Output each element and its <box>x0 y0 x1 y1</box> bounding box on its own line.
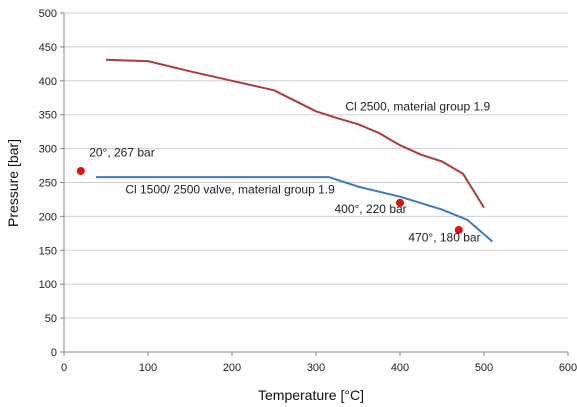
y-tick-label: 150 <box>39 245 57 257</box>
y-tick-label: 0 <box>51 347 57 359</box>
x-axis-title: Temperature [°C] <box>258 387 364 403</box>
x-tick-label: 400 <box>391 362 409 374</box>
annotations: Cl 2500, material group 1.9 20°, 267 bar C… <box>89 100 490 245</box>
annotation-label: 400°, 220 bar <box>334 202 406 216</box>
annotation-label: 470°, 180 bar <box>408 230 480 244</box>
series-lines <box>95 58 494 243</box>
data-point-marker <box>454 225 463 234</box>
x-tick-label: 100 <box>139 362 157 374</box>
y-tick-label: 300 <box>39 144 57 156</box>
series-line-2 <box>95 176 494 243</box>
y-tick-label: 200 <box>39 211 57 223</box>
y-tick-label: 500 <box>39 8 57 20</box>
x-tick-label: 600 <box>559 362 577 374</box>
grid-lines <box>64 12 568 319</box>
axes: 0 50 100 150 200 250 300 350 400 450 500 0 100 200 300… <box>39 8 577 374</box>
x-tick-label: 300 <box>307 362 325 374</box>
y-tick-label: 450 <box>39 42 57 54</box>
data-point-marker <box>396 198 404 207</box>
annotation-label: Cl 2500, material group 1.9 <box>345 100 490 114</box>
y-tick-label: 400 <box>39 76 57 88</box>
series-line-1 <box>105 58 485 209</box>
data-markers <box>76 166 463 234</box>
y-tick-label: 350 <box>39 110 57 122</box>
annotation-label: Cl 1500/ 2500 valve, material group 1.9 <box>125 182 335 196</box>
y-tick-label: 50 <box>45 313 57 325</box>
x-tick-label: 0 <box>61 362 67 374</box>
x-tick-label: 200 <box>223 362 241 374</box>
y-tick-label: 100 <box>39 279 57 291</box>
annotation-label: 20°, 267 bar <box>89 146 155 160</box>
x-tick-label: 500 <box>475 362 493 374</box>
data-point-marker <box>76 166 85 175</box>
y-axis-title: Pressure [bar] <box>5 139 21 227</box>
y-tick-label: 250 <box>39 178 57 190</box>
